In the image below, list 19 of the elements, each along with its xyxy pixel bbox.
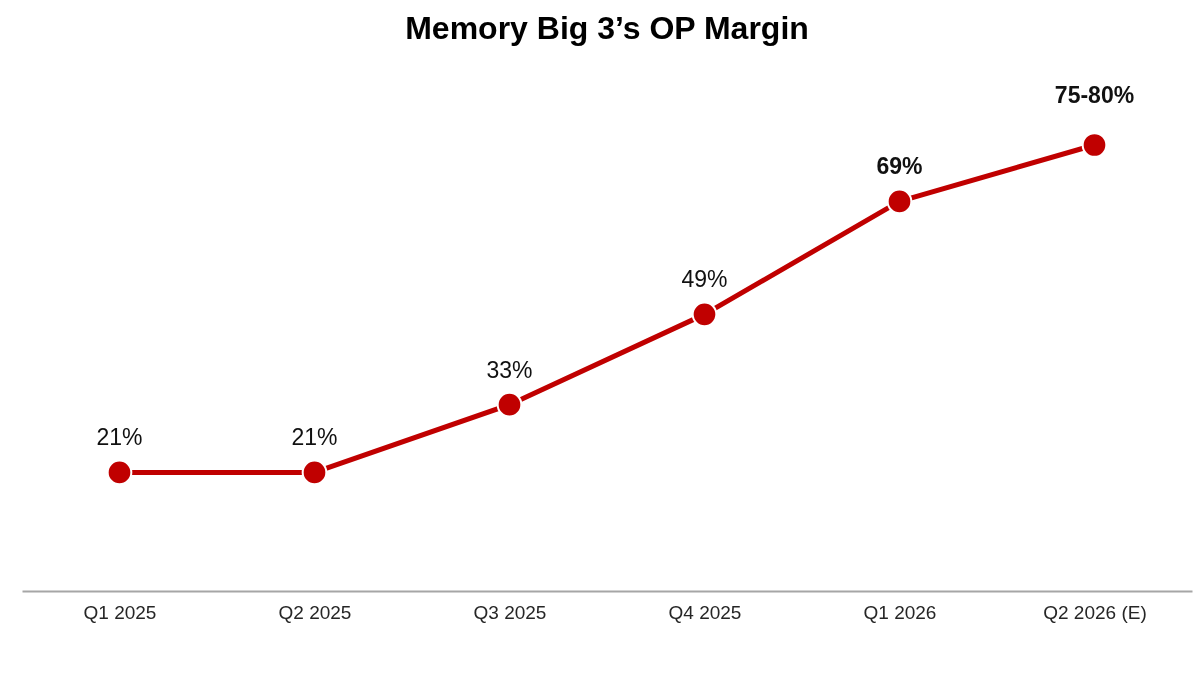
point <box>886 188 913 215</box>
point <box>496 391 523 418</box>
data-label: 33% <box>486 356 533 383</box>
point <box>106 459 133 486</box>
x-tick-label: Q2 2026 (E) <box>1043 601 1147 623</box>
x-tick-label: Q1 2026 <box>863 601 937 623</box>
point <box>1081 132 1108 158</box>
x-tick-label: Q3 2025 <box>473 601 547 623</box>
point <box>301 459 328 486</box>
x-tick-label: Q4 2025 <box>668 601 742 623</box>
chart-title: Memory Big 3’s OP Margin <box>405 10 809 46</box>
data-label: 69% <box>876 153 923 180</box>
data-label: 21% <box>96 424 143 451</box>
data-label: 21% <box>291 424 338 451</box>
x-tick-label: Q2 2025 <box>278 601 352 623</box>
x-tick-label: Q1 2025 <box>83 601 157 623</box>
annotation: 75-80% <box>1054 82 1135 108</box>
data-label: 49% <box>681 266 728 293</box>
point <box>691 301 718 328</box>
